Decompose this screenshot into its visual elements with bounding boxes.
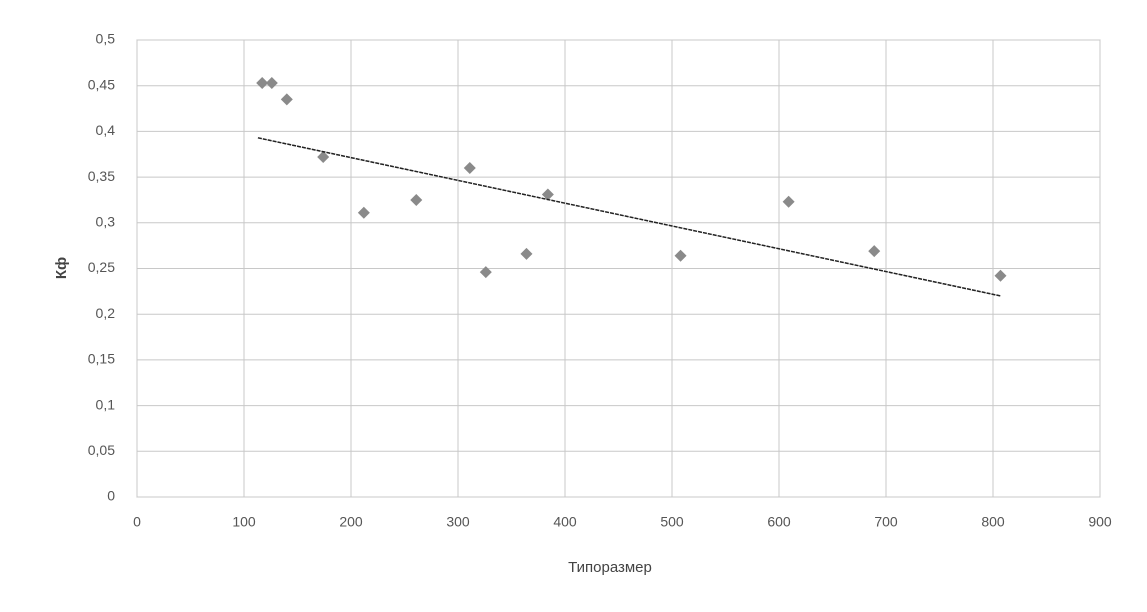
data-point xyxy=(256,76,269,89)
data-point xyxy=(782,195,795,208)
x-tick-label: 400 xyxy=(553,514,577,530)
data-point xyxy=(541,188,554,201)
y-axis-title: Кф xyxy=(53,257,70,279)
trendline xyxy=(257,137,1001,297)
x-tick-label: 600 xyxy=(767,514,791,530)
x-tick-label: 800 xyxy=(981,514,1005,530)
y-tick-label: 0,45 xyxy=(88,76,115,92)
data-point xyxy=(479,266,492,279)
x-tick-label: 900 xyxy=(1088,514,1112,530)
x-tick-label: 200 xyxy=(339,514,363,530)
data-point xyxy=(357,206,370,219)
x-axis-title: Типоразмер xyxy=(568,559,652,576)
data-point xyxy=(280,93,293,106)
y-tick-label: 0,4 xyxy=(96,122,116,138)
data-point xyxy=(994,269,1007,282)
data-point xyxy=(317,150,330,163)
x-tick-label: 700 xyxy=(874,514,898,530)
x-tick-label: 0 xyxy=(133,514,141,530)
y-tick-label: 0,3 xyxy=(96,214,116,230)
data-point xyxy=(410,193,423,206)
y-tick-label: 0,25 xyxy=(88,259,115,275)
data-point xyxy=(674,249,687,262)
data-point xyxy=(265,76,278,89)
y-tick-label: 0,2 xyxy=(96,305,116,321)
data-point xyxy=(868,245,881,258)
x-tick-label: 100 xyxy=(232,514,256,530)
x-tick-label: 300 xyxy=(446,514,470,530)
y-tick-label: 0,1 xyxy=(96,396,116,412)
x-tick-label: 500 xyxy=(660,514,684,530)
y-tick-label: 0,35 xyxy=(88,168,115,184)
data-point xyxy=(463,161,476,174)
y-tick-label: 0 xyxy=(107,488,115,504)
y-tick-label: 0,15 xyxy=(88,351,115,367)
y-tick-label: 0,5 xyxy=(96,31,116,47)
data-point xyxy=(520,247,533,260)
y-tick-label: 0,05 xyxy=(88,442,115,458)
